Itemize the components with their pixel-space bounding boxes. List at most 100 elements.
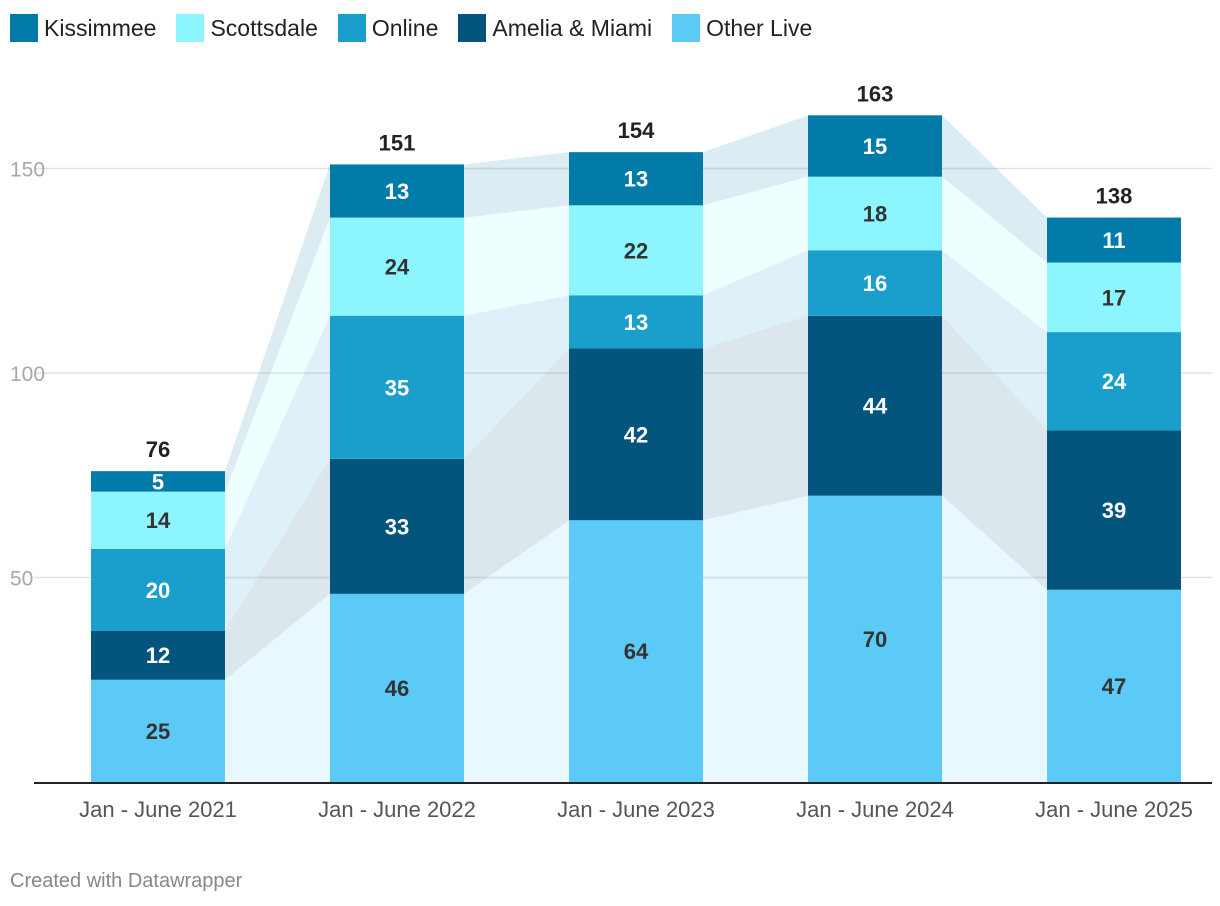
band-scottsdale-2 [464, 205, 569, 316]
x-tick-label-4: Jan - June 2024 [796, 797, 954, 822]
data-label-amelia-miami-3: 42 [624, 422, 648, 447]
bar-amelia-miami-5 [1047, 430, 1181, 590]
legend-swatch-scottsdale [176, 14, 205, 42]
bar-scottsdale-1 [91, 491, 225, 549]
bar-other-live-3 [569, 520, 703, 782]
bar-other-live-5 [1047, 589, 1181, 782]
data-label-kissimmee-5: 11 [1102, 228, 1125, 253]
y-tick-label-150: 150 [10, 159, 45, 182]
legend-swatch-amelia-miami [458, 14, 487, 42]
total-label-4: 163 [857, 81, 894, 106]
bar-scottsdale-4 [808, 176, 942, 251]
legend-item-other-live: Other Live [672, 14, 812, 42]
band-amelia-miami-4 [942, 315, 1047, 590]
band-scottsdale-3 [703, 176, 808, 296]
band-amelia-miami-3 [703, 315, 808, 521]
total-label-5: 138 [1096, 184, 1133, 209]
data-label-kissimmee-2: 13 [385, 179, 409, 204]
bar-kissimmee-1 [91, 471, 225, 492]
y-tick-label-50: 50 [10, 568, 33, 591]
legend-item-amelia-miami: Amelia & Miami [458, 14, 652, 42]
legend-swatch-kissimmee [10, 14, 38, 42]
x-tick-label-3: Jan - June 2023 [557, 797, 715, 822]
legend: Kissimmee Scottsdale Online Amelia & Mia… [10, 12, 832, 44]
bar-amelia-miami-3 [569, 348, 703, 521]
data-label-online-4: 16 [863, 271, 887, 296]
bar-online-1 [91, 548, 225, 631]
band-amelia-miami-2 [464, 348, 569, 594]
band-kissimmee-3 [703, 115, 808, 206]
band-other-live-1 [225, 593, 330, 782]
legend-item-kissimmee: Kissimmee [10, 14, 156, 42]
data-label-kissimmee-3: 13 [624, 167, 648, 192]
data-label-scottsdale-2: 24 [385, 255, 410, 280]
bar-amelia-miami-1 [91, 630, 225, 680]
bar-amelia-miami-2 [330, 458, 464, 594]
y-tick-label-100: 100 [10, 363, 45, 386]
band-scottsdale-4 [942, 176, 1047, 333]
legend-label-amelia-miami: Amelia & Miami [492, 14, 653, 41]
bar-kissimmee-5 [1047, 217, 1181, 263]
data-label-scottsdale-3: 22 [624, 238, 648, 263]
data-label-amelia-miami-1: 12 [146, 643, 170, 668]
bar-amelia-miami-4 [808, 315, 942, 496]
data-label-online-2: 35 [385, 375, 409, 400]
band-scottsdale-1 [225, 217, 330, 549]
band-other-live-2 [464, 520, 569, 782]
x-tick-label-1: Jan - June 2021 [79, 797, 237, 822]
band-amelia-miami-1 [225, 458, 330, 680]
stacked-bar-chart: 50 100 150 25 46 64 70 47 12 33 42 44 39 20 35 13 16 24 14… [10, 81, 1212, 822]
bar-other-live-4 [808, 495, 942, 782]
band-kissimmee-1 [225, 164, 330, 492]
bar-online-4 [808, 250, 942, 316]
bar-scottsdale-5 [1047, 262, 1181, 333]
legend-item-online: Online [337, 14, 439, 42]
data-label-online-3: 13 [624, 310, 648, 335]
band-online-2 [464, 295, 569, 459]
data-label-scottsdale-4: 18 [863, 201, 887, 226]
total-label-1: 76 [146, 437, 170, 462]
data-label-kissimmee-4: 15 [863, 134, 887, 159]
data-label-amelia-miami-4: 44 [863, 394, 888, 419]
bar-scottsdale-2 [330, 217, 464, 316]
data-label-other-live-4: 70 [863, 627, 887, 652]
legend-label-kissimmee: Kissimmee [44, 14, 157, 41]
data-label-amelia-miami-5: 39 [1102, 498, 1126, 523]
band-other-live-4 [942, 495, 1047, 782]
data-label-other-live-3: 64 [624, 639, 649, 664]
x-tick-label-5: Jan - June 2025 [1035, 797, 1193, 822]
data-label-kissimmee-1: 5 [152, 469, 164, 494]
legend-label-online: Online [371, 14, 439, 41]
band-online-1 [225, 315, 330, 631]
bar-online-2 [330, 315, 464, 459]
data-label-other-live-2: 46 [385, 676, 409, 701]
bar-online-5 [1047, 332, 1181, 431]
legend-label-other-live: Other Live [706, 14, 813, 41]
bar-kissimmee-2 [330, 164, 464, 218]
data-label-online-1: 20 [146, 578, 170, 603]
bar-kissimmee-3 [569, 152, 703, 206]
data-label-other-live-1: 25 [146, 719, 170, 744]
data-label-scottsdale-1: 14 [146, 508, 171, 533]
bar-other-live-2 [330, 593, 464, 782]
band-online-4 [942, 250, 1047, 431]
legend-swatch-other-live [672, 14, 701, 42]
x-tick-label-2: Jan - June 2022 [318, 797, 476, 822]
legend-swatch-online [337, 14, 366, 42]
data-label-scottsdale-5: 17 [1102, 285, 1126, 310]
bar-online-3 [569, 295, 703, 349]
total-label-2: 151 [379, 130, 416, 155]
data-label-online-5: 24 [1102, 369, 1127, 394]
bar-scottsdale-3 [569, 205, 703, 296]
data-label-amelia-miami-2: 33 [385, 514, 409, 539]
bar-kissimmee-4 [808, 115, 942, 177]
data-label-other-live-5: 47 [1102, 674, 1126, 699]
legend-item-scottsdale: Scottsdale [176, 14, 318, 42]
bar-other-live-1 [91, 679, 225, 782]
band-kissimmee-2 [464, 152, 569, 218]
credit-text: Created with Datawrapper [10, 870, 243, 892]
band-kissimmee-4 [942, 115, 1047, 263]
band-online-3 [703, 250, 808, 349]
legend-label-scottsdale: Scottsdale [210, 14, 318, 41]
